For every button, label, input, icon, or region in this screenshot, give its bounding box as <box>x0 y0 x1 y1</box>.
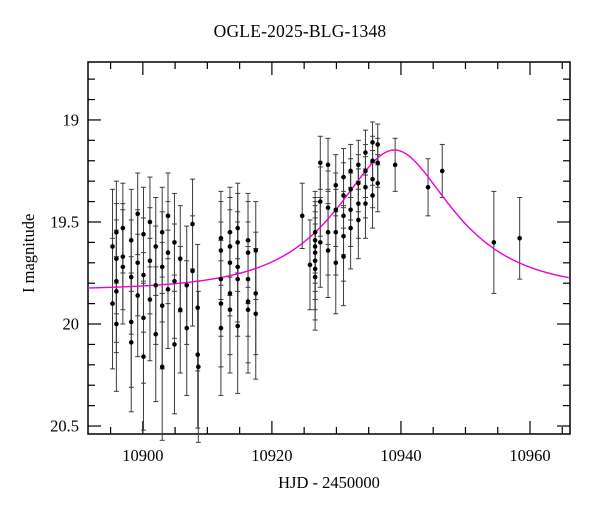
axis-ticks <box>88 62 570 434</box>
svg-text:10940: 10940 <box>380 446 421 465</box>
data-points <box>110 140 522 370</box>
x-axis-label: HJD - 2450000 <box>278 473 380 492</box>
error-bars <box>110 121 523 443</box>
svg-text:10900: 10900 <box>122 446 163 465</box>
tick-labels: 10900 10920 10940 10960 19 19.5 20 20.5 <box>50 110 550 465</box>
svg-text:19.5: 19.5 <box>50 212 79 231</box>
svg-text:19: 19 <box>63 110 80 129</box>
plot-frame <box>87 61 571 435</box>
model-curve <box>87 149 569 289</box>
svg-text:10920: 10920 <box>251 446 292 465</box>
y-axis-label: I magnitude <box>19 213 38 293</box>
plot-title: OGLE-2025-BLG-1348 <box>213 21 387 41</box>
svg-text:20: 20 <box>63 315 80 334</box>
svg-text:10960: 10960 <box>509 446 550 465</box>
svg-text:20.5: 20.5 <box>50 417 79 436</box>
